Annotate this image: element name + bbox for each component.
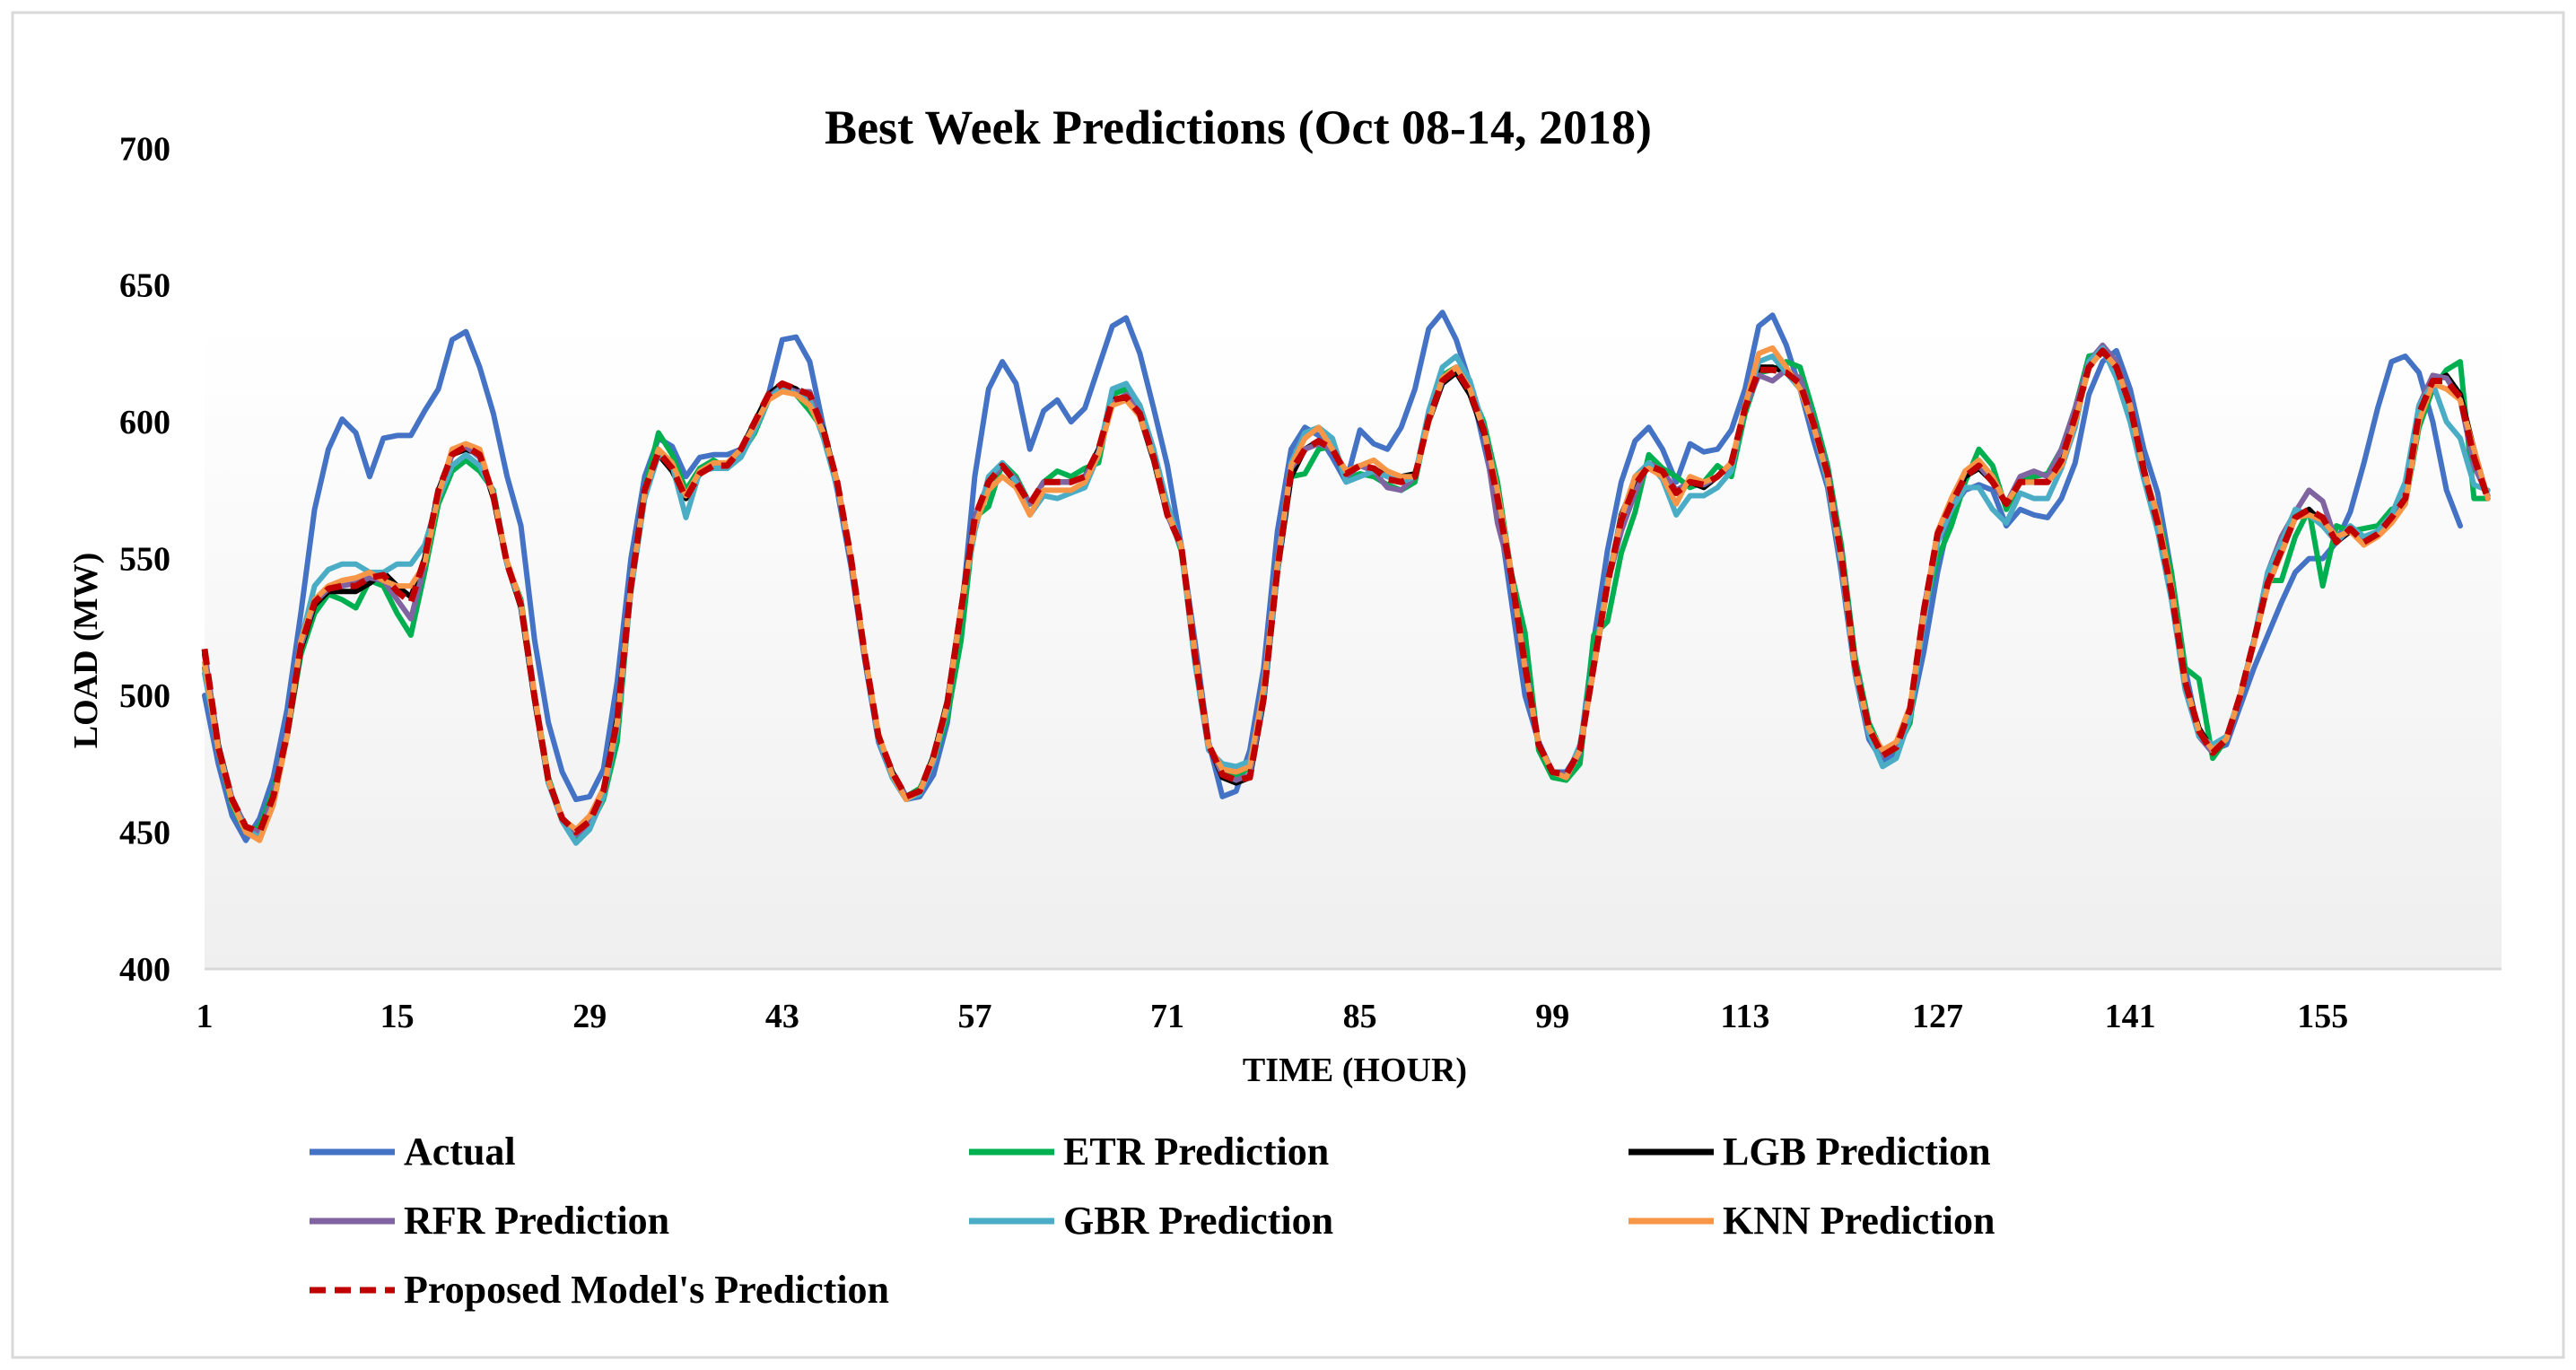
x-tick-label: 99	[1535, 998, 1569, 1035]
legend-label-actual: Actual	[404, 1130, 516, 1174]
y-tick-label: 400	[119, 951, 170, 989]
legend-label-rfr-prediction: RFR Prediction	[404, 1199, 669, 1243]
x-tick-label: 1	[196, 998, 214, 1035]
series-line-actual	[202, 310, 2463, 843]
x-tick-label: 43	[765, 998, 799, 1035]
legend-label-proposed-model-s-prediction: Proposed Model's Prediction	[404, 1268, 889, 1312]
x-tick-label: 141	[2105, 998, 2156, 1035]
x-tick-label: 71	[1150, 998, 1184, 1035]
y-tick-label: 600	[119, 404, 170, 441]
x-tick-label: 127	[1912, 998, 1963, 1035]
x-tick-label: 57	[957, 998, 991, 1035]
y-tick-label: 550	[119, 541, 170, 579]
x-axis-ticks: 1 15 29 43 57 71 85 99 113 127 141 155	[196, 967, 2502, 1035]
x-axis-label: TIME (HOUR)	[1243, 1051, 1467, 1089]
y-tick-label: 700	[119, 130, 170, 168]
y-tick-label: 450	[119, 815, 170, 852]
y-axis-label: LOAD (MW)	[67, 553, 105, 748]
x-tick-label: 15	[380, 998, 415, 1035]
x-tick-label: 155	[2297, 998, 2348, 1035]
legend: Actual ETR Prediction LGB Prediction RFR Pr…	[310, 1130, 1995, 1312]
series-line-proposed-model-s-prediction	[201, 347, 2492, 835]
plot-area	[205, 326, 2502, 970]
legend-label-lgb-prediction: LGB Prediction	[1723, 1130, 1991, 1174]
y-axis-ticks: 400 450 500 550 600 650 700	[119, 130, 170, 989]
chart-title: Best Week Predictions (Oct 08-14, 2018)	[825, 100, 1652, 154]
legend-label-gbr-prediction: GBR Prediction	[1063, 1199, 1333, 1243]
x-tick-label: 29	[572, 998, 607, 1035]
x-tick-label: 85	[1343, 998, 1377, 1035]
x-tick-label: 113	[1720, 998, 1769, 1035]
legend-label-knn-prediction: KNN Prediction	[1723, 1199, 1995, 1243]
series-lines	[201, 310, 2492, 846]
y-tick-label: 500	[119, 677, 170, 715]
legend-label-etr-prediction: ETR Prediction	[1063, 1130, 1329, 1174]
y-tick-label: 650	[119, 267, 170, 305]
